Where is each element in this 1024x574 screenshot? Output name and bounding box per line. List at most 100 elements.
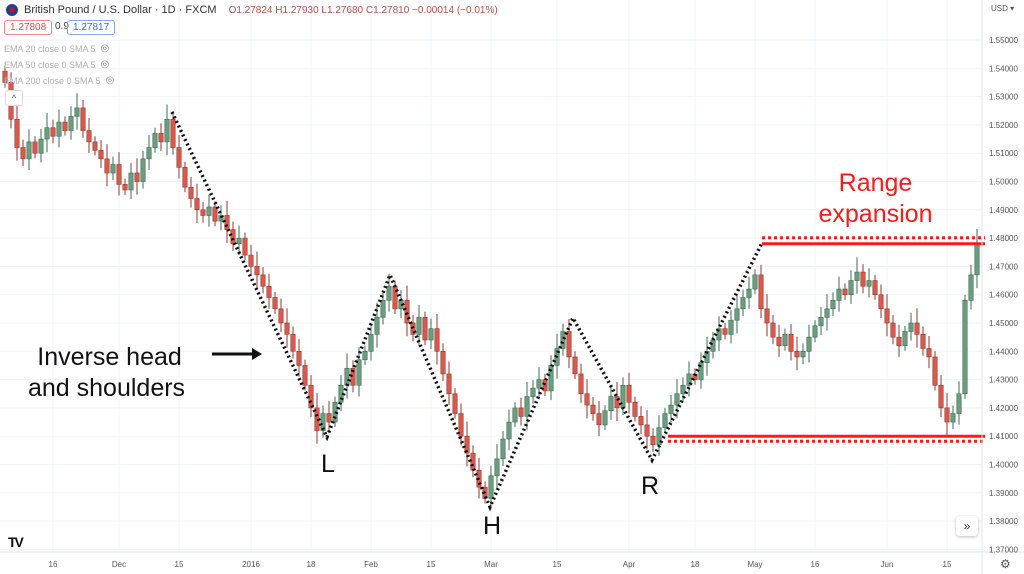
candle-down xyxy=(116,164,122,185)
eye-crossed-icon[interactable]: ◎ xyxy=(105,75,115,86)
time-tick-label: 16 xyxy=(811,560,820,569)
indicator-ema20[interactable]: EMA 20 close 0 SMA 5 ◎ xyxy=(4,43,109,54)
price-tick-label: 1.41000 xyxy=(989,432,1018,441)
time-tick-label: Feb xyxy=(364,560,378,569)
buy-price-button[interactable]: 1.27817 xyxy=(67,20,116,35)
candle-up xyxy=(752,274,758,290)
symbol-title[interactable]: British Pound / U.S. Dollar · 1D · FXCM xyxy=(24,4,217,16)
indicator-ema200[interactable]: EMA 200 close 0 SMA 5 ◎ xyxy=(4,75,114,86)
time-tick-label: 15 xyxy=(175,560,184,569)
candle-up xyxy=(728,319,734,335)
grid-lines xyxy=(0,0,982,552)
candle-down xyxy=(296,350,302,366)
candle-up xyxy=(386,285,392,301)
candle-down xyxy=(920,334,926,349)
pattern-overlay xyxy=(170,111,985,512)
sell-price-button[interactable]: 1.27808 xyxy=(4,20,53,35)
price-tick-label: 1.45000 xyxy=(989,319,1018,328)
candle-down xyxy=(14,118,20,148)
time-tick-label: 15 xyxy=(943,560,952,569)
candle-down xyxy=(230,229,236,245)
chevron-up-icon[interactable]: ^ xyxy=(5,90,23,106)
candle-up xyxy=(524,396,530,417)
candle-down xyxy=(170,118,176,148)
candle-up xyxy=(494,458,500,477)
candle-up xyxy=(128,172,134,191)
candle-down xyxy=(914,322,920,335)
ohlc-values: O1.27824 H1.27930 L1.27680 C1.27810 −0.0… xyxy=(228,4,498,16)
head-label: H xyxy=(483,512,502,540)
candle-down xyxy=(596,413,602,426)
candle-down xyxy=(518,407,524,417)
range-label-line1: Range xyxy=(838,169,913,197)
candle-up xyxy=(740,297,746,310)
candle-down xyxy=(248,254,254,267)
candle-up xyxy=(854,271,860,281)
gear-icon[interactable]: ⚙ xyxy=(1000,557,1011,571)
symbol-header: British Pound / U.S. Dollar · 1D · FXCM … xyxy=(6,4,498,16)
time-axis[interactable]: 16 Dec 15 2016 18 Feb 15 Mar 15 Apr 18 May 16 Jun 15 xyxy=(49,560,952,569)
candle-up xyxy=(206,206,212,216)
time-tick-label: 18 xyxy=(307,560,316,569)
left-shoulder-label: L xyxy=(321,450,335,478)
candle-down xyxy=(176,147,182,168)
candle-up xyxy=(818,317,824,327)
candle-up xyxy=(968,274,974,301)
candle-down xyxy=(86,130,92,143)
time-tick-label: May xyxy=(747,560,762,569)
indicator-label: EMA 20 close 0 SMA 5 xyxy=(4,43,96,54)
currency-selector[interactable]: USD ▾ xyxy=(991,4,1015,13)
candle-down xyxy=(626,384,632,403)
scroll-to-realtime-button[interactable]: » xyxy=(956,516,978,536)
time-tick-label: Dec xyxy=(112,560,126,569)
price-tick-label: 1.43000 xyxy=(989,376,1018,385)
candle-up xyxy=(686,373,692,386)
candle-down xyxy=(788,334,794,352)
candle-down xyxy=(926,348,932,358)
price-axis[interactable]: 1.55000 1.54000 1.53000 1.52000 1.51000 1.500… xyxy=(989,36,1018,554)
candle-up xyxy=(956,393,962,414)
pattern-label-line2: and shoulders xyxy=(28,374,186,402)
price-tick-label: 1.48000 xyxy=(989,234,1018,243)
candle-up xyxy=(500,438,506,460)
spread-value: 0.9 xyxy=(55,21,69,32)
candle-up xyxy=(902,331,908,346)
candle-up xyxy=(26,141,32,160)
candle-up xyxy=(608,396,614,412)
candle-up xyxy=(560,331,566,349)
candle-up xyxy=(782,334,788,346)
price-tick-label: 1.38000 xyxy=(989,517,1018,526)
right-shoulder-label: R xyxy=(641,472,660,500)
candle-down xyxy=(632,401,638,417)
candle-up xyxy=(218,215,224,222)
candle-down xyxy=(182,167,188,188)
candle-down xyxy=(872,280,878,295)
candle-down xyxy=(572,356,578,375)
gbp-usd-flag-icon xyxy=(6,4,18,16)
candle-down xyxy=(650,435,656,445)
candle-up xyxy=(536,379,542,389)
eye-crossed-icon[interactable]: ◎ xyxy=(100,59,110,70)
candle-up xyxy=(662,413,668,429)
tradingview-logo[interactable]: TV xyxy=(8,534,24,550)
eye-crossed-icon[interactable]: ◎ xyxy=(100,43,110,54)
candle-down xyxy=(410,322,416,335)
candle-down xyxy=(884,308,890,324)
candle-up xyxy=(800,350,806,358)
candle-down xyxy=(446,373,452,395)
candle-up xyxy=(416,317,422,335)
candle-down xyxy=(158,133,164,143)
candle-down xyxy=(422,317,428,341)
candle-up xyxy=(110,164,116,174)
candle-down xyxy=(440,350,446,375)
candle-up xyxy=(380,300,386,318)
candle-down xyxy=(794,350,800,358)
pattern-label-line1: Inverse head xyxy=(37,343,182,371)
indicator-ema50[interactable]: EMA 50 close 0 SMA 5 ◎ xyxy=(4,59,109,70)
time-tick-label: Mar xyxy=(484,560,498,569)
range-label-line2: expansion xyxy=(818,200,933,228)
candle-down xyxy=(464,435,470,454)
candle-down xyxy=(878,294,884,310)
time-tick-label: Apr xyxy=(623,560,636,569)
